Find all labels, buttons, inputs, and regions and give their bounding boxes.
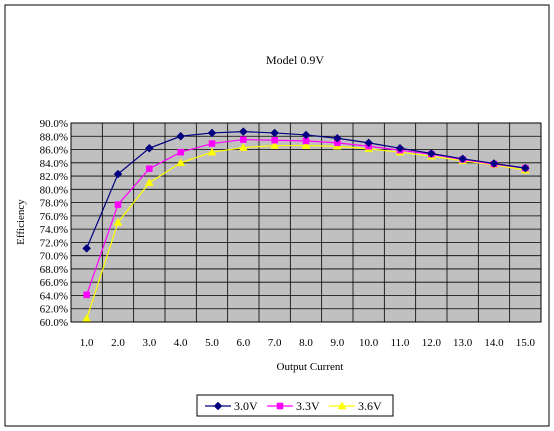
data-point-3.0V xyxy=(238,127,248,136)
y-tick-label: 90.0% xyxy=(40,118,68,130)
x-tick-label: 3.0 xyxy=(142,337,156,349)
y-tick-label: 66.0% xyxy=(40,277,68,289)
x-tick-label: 6.0 xyxy=(236,337,250,349)
x-tick-label: 2.0 xyxy=(111,337,125,349)
data-point-3.3V xyxy=(177,148,184,156)
y-tick-label: 74.0% xyxy=(40,224,68,236)
data-point-3.6V xyxy=(270,141,280,149)
legend-label: 3.6V xyxy=(358,399,382,413)
legend-label: 3.3V xyxy=(296,399,320,413)
x-tick-label: 4.0 xyxy=(174,337,188,349)
x-tick-label: 15.0 xyxy=(516,337,536,349)
x-axis-ticks: 1.0 2.0 3.0 4.0 5.0 6.0 7.0 8.0 9.0 10.0 11.0 12.0 1… xyxy=(80,337,536,349)
data-point-3.0V xyxy=(176,131,186,141)
y-tick-label: 78.0% xyxy=(40,198,68,210)
series-markers xyxy=(82,127,530,322)
data-point-3.6V xyxy=(207,147,217,156)
data-point-3.0V xyxy=(113,169,123,179)
data-point-3.0V xyxy=(364,138,374,148)
x-tick-label: 13.0 xyxy=(453,337,473,349)
data-point-3.0V xyxy=(458,154,468,164)
legend-marker-3.0V xyxy=(213,401,223,411)
data-point-3.0V xyxy=(207,128,217,138)
data-point-3.3V xyxy=(208,140,216,147)
data-point-3.3V xyxy=(240,136,247,143)
y-tick-label: 64.0% xyxy=(40,290,68,302)
data-point-3.0V xyxy=(332,133,342,143)
data-point-3.3V xyxy=(83,291,90,299)
x-tick-label: 1.0 xyxy=(80,337,94,349)
legend-label: 3.0V xyxy=(234,399,258,413)
data-point-3.0V xyxy=(426,149,436,158)
x-tick-label: 14.0 xyxy=(484,337,504,349)
data-point-3.6V xyxy=(176,158,186,167)
data-point-3.0V xyxy=(144,143,154,153)
data-point-3.3V xyxy=(146,165,153,173)
data-point-3.6V xyxy=(113,217,123,226)
y-tick-label: 76.0% xyxy=(40,211,68,223)
y-tick-label: 82.0% xyxy=(40,171,68,183)
y-tick-label: 86.0% xyxy=(40,145,68,157)
data-point-3.0V xyxy=(395,143,405,153)
y-axis-ticks: 90.0%88.0% 86.0%84.0%82.0%80.0% 78.0%76.0%… xyxy=(40,118,68,329)
x-tick-label: 5.0 xyxy=(205,337,219,349)
data-point-3.6V xyxy=(144,178,154,186)
x-tick-label: 10.0 xyxy=(359,337,379,349)
chart-title: Model 0.9V xyxy=(266,53,324,67)
plot-background xyxy=(71,123,541,322)
y-tick-label: 70.0% xyxy=(40,251,68,263)
legend: 3.0V 3.3V 3.6V xyxy=(196,394,394,417)
x-tick-label: 12.0 xyxy=(422,337,442,349)
legend-box xyxy=(196,394,394,417)
data-point-3.0V xyxy=(520,163,530,173)
y-tick-label: 68.0% xyxy=(40,264,68,276)
y-tick-label: 84.0% xyxy=(40,158,68,170)
y-tick-label: 60.0% xyxy=(40,317,68,329)
data-point-3.0V xyxy=(82,244,92,253)
data-point-3.6V xyxy=(301,141,311,149)
plot-area xyxy=(70,122,542,323)
data-point-3.0V xyxy=(489,159,499,168)
x-tick-label: 9.0 xyxy=(330,337,344,349)
y-tick-label: 62.0% xyxy=(40,304,68,316)
data-point-3.0V xyxy=(270,128,280,138)
data-point-3.3V xyxy=(114,201,122,208)
x-tick-label: 8.0 xyxy=(299,337,313,349)
plot-border xyxy=(70,122,542,323)
x-tick-label: 11.0 xyxy=(391,337,410,349)
y-tick-label: 88.0% xyxy=(40,131,68,143)
x-axis-label: Output Current xyxy=(277,361,344,373)
legend-marker-3.3V xyxy=(276,402,284,410)
data-point-3.6V xyxy=(238,143,248,151)
legend-marker-3.6V xyxy=(337,401,347,410)
y-axis-label: Efficiency xyxy=(15,199,27,245)
data-point-3.3V xyxy=(271,136,278,144)
x-tick-label: 7.0 xyxy=(268,337,282,349)
y-tick-label: 80.0% xyxy=(40,184,68,196)
y-tick-label: 72.0% xyxy=(40,237,68,249)
data-point-3.0V xyxy=(301,130,311,140)
